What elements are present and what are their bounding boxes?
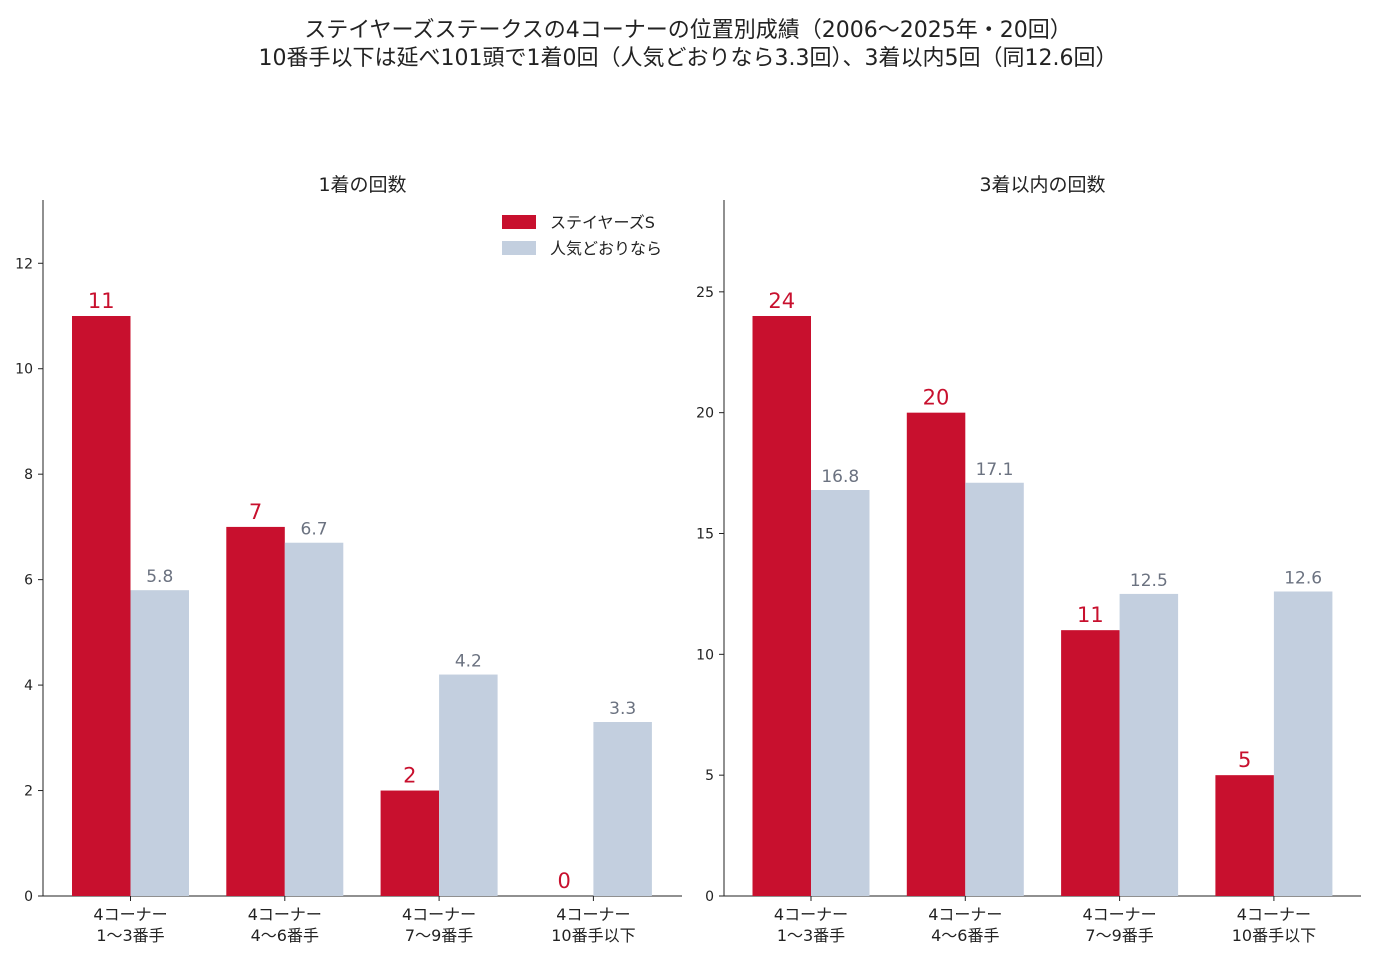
- x-tick-label-line: 10番手以下: [1232, 926, 1316, 945]
- bar-actual: [380, 790, 440, 896]
- figure-title-line-2: 10番手以下は延べ101頭で1着0回（人気どおりなら3.3回）、3着以内5回（同…: [258, 46, 1118, 71]
- bar-expected: [593, 722, 652, 896]
- legend-label-expected: 人気どおりなら: [550, 239, 662, 258]
- x-tick-label-line: 4コーナー: [1083, 905, 1157, 924]
- bar-actual: [1215, 775, 1274, 896]
- legend-swatch-actual: [502, 215, 536, 229]
- bar-expected: [965, 482, 1024, 896]
- y-tick-label: 0: [705, 889, 714, 905]
- bar-actual: [226, 526, 285, 896]
- data-label-expected: 12.5: [1130, 571, 1168, 591]
- y-tick-label: 2: [24, 784, 33, 800]
- y-tick-label: 25: [696, 285, 714, 301]
- data-label-actual: 11: [1077, 603, 1104, 627]
- x-tick-label-line: 4〜6番手: [251, 926, 319, 945]
- data-label-actual: 0: [557, 869, 570, 893]
- data-label-expected: 3.3: [609, 699, 636, 719]
- y-tick-label: 6: [24, 573, 33, 589]
- y-tick-label: 12: [15, 256, 33, 272]
- bar-actual: [1061, 630, 1120, 896]
- x-tick-label-line: 1〜3番手: [96, 926, 164, 945]
- panel-title: 1着の回数: [318, 174, 406, 196]
- y-tick-label: 0: [24, 889, 33, 905]
- y-tick-label: 8: [24, 467, 33, 483]
- legend-label-actual: ステイヤーズS: [550, 213, 655, 232]
- bar-expected: [130, 590, 189, 896]
- bar-expected: [439, 674, 498, 896]
- bar-actual: [72, 316, 131, 896]
- x-tick-label: 4コーナー 1〜3番手: [93, 905, 167, 945]
- y-tick-label: 5: [705, 768, 714, 784]
- x-tick-label: 4コーナー 7〜9番手: [1083, 905, 1157, 945]
- y-tick-label: 15: [696, 527, 714, 543]
- x-tick-label-line: 7〜9番手: [405, 926, 473, 945]
- data-label-actual: 24: [768, 289, 795, 313]
- data-label-actual: 5: [1238, 748, 1251, 772]
- bar-expected: [284, 542, 344, 896]
- data-label-actual: 2: [403, 764, 416, 788]
- x-tick-label-line: 4コーナー: [93, 905, 167, 924]
- bar-actual: [752, 316, 811, 896]
- bar-actual: [906, 412, 966, 896]
- x-tick-label-line: 4コーナー: [556, 905, 630, 924]
- x-tick-label-line: 4コーナー: [1237, 905, 1311, 924]
- x-tick-label: 4コーナー 7〜9番手: [402, 905, 476, 945]
- x-tick-label: 4コーナー 4〜6番手: [928, 905, 1002, 945]
- data-label-expected: 12.6: [1284, 569, 1322, 589]
- panel-title: 3着以内の回数: [979, 174, 1105, 196]
- x-tick-label-line: 10番手以下: [551, 926, 635, 945]
- figure-title-line-1: ステイヤーズステークスの4コーナーの位置別成績（2006〜2025年・20回）: [304, 18, 1072, 43]
- y-tick-label: 4: [24, 678, 33, 694]
- bar-expected: [1119, 593, 1179, 896]
- x-tick-label-line: 4〜6番手: [931, 926, 999, 945]
- legend-swatch-expected: [502, 241, 536, 255]
- x-tick-label: 4コーナー 1〜3番手: [774, 905, 848, 945]
- x-tick-label-line: 1〜3番手: [777, 926, 845, 945]
- bar-expected: [1273, 591, 1333, 896]
- y-tick-label: 10: [15, 362, 33, 378]
- x-tick-label-line: 4コーナー: [774, 905, 848, 924]
- data-label-actual: 7: [249, 500, 262, 524]
- data-label-expected: 17.1: [976, 460, 1014, 480]
- x-tick-label-line: 7〜9番手: [1085, 926, 1153, 945]
- x-tick-label: 4コーナー 4〜6番手: [248, 905, 322, 945]
- y-tick-label: 20: [696, 406, 714, 422]
- data-label-expected: 6.7: [301, 520, 328, 540]
- data-label-actual: 20: [923, 386, 950, 410]
- data-label-expected: 4.2: [455, 652, 482, 672]
- x-tick-label-line: 4コーナー: [928, 905, 1002, 924]
- data-label-expected: 5.8: [146, 567, 173, 587]
- x-tick-label-line: 4コーナー: [248, 905, 322, 924]
- x-tick-label: 4コーナー 10番手以下: [551, 905, 635, 945]
- data-label-expected: 16.8: [821, 467, 859, 487]
- x-tick-label: 4コーナー 10番手以下: [1232, 905, 1316, 945]
- bar-expected: [811, 490, 870, 896]
- data-label-actual: 11: [88, 289, 115, 313]
- x-tick-label-line: 4コーナー: [402, 905, 476, 924]
- y-tick-label: 10: [696, 647, 714, 663]
